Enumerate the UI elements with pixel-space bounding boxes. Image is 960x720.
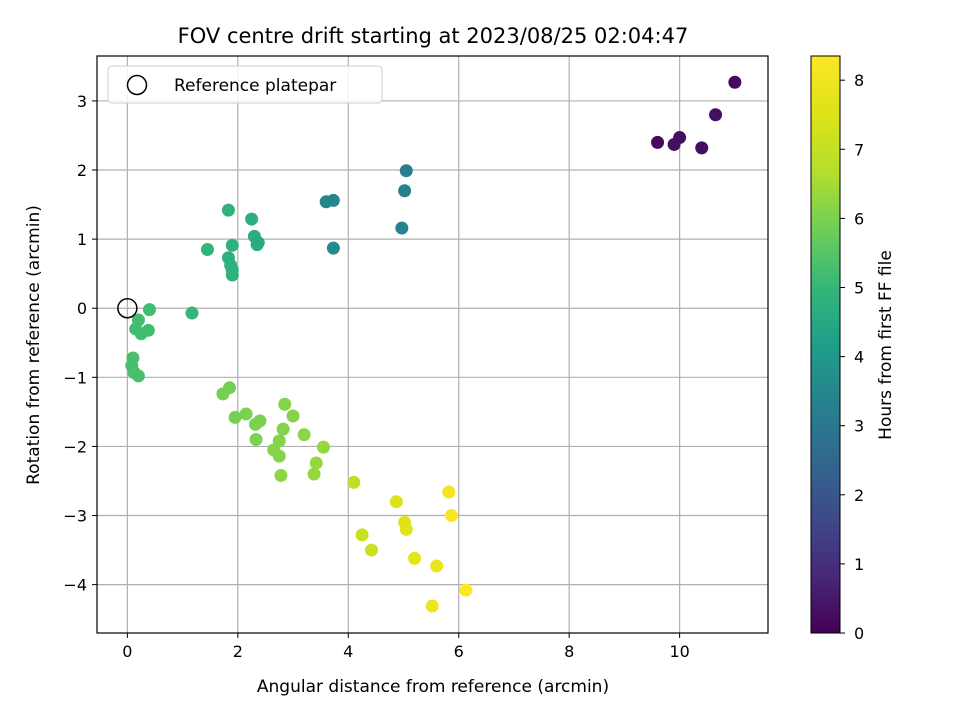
y-axis-label: Rotation from reference (arcmin) [24,205,44,485]
data-point [278,397,292,411]
y-tick-label: 3 [77,92,87,111]
data-point [445,509,459,523]
data-point [286,409,300,423]
data-point [408,551,422,565]
data-point [253,414,267,428]
colorbar-label: Hours from first FF file [876,250,896,440]
grid-lines [97,56,768,633]
data-point [347,475,361,489]
data-point [395,221,409,235]
chart-title: FOV centre drift starting at 2023/08/25 … [178,24,689,48]
colorbar-tick-label: 7 [854,140,864,159]
axis-ticks: 0 2 4 6 8 10 −4 −3 −2 −1 0 1 2 3 [63,92,689,661]
x-tick-label: 10 [669,642,689,661]
data-point [249,433,263,447]
colorbar-tick-label: 6 [854,209,864,228]
data-point [221,203,235,217]
data-point [131,369,145,383]
data-point [326,193,340,207]
data-point [225,238,239,252]
colorbar: 0 1 2 3 4 5 6 7 8 Hours from first FF file [810,55,896,643]
x-tick-label: 0 [122,642,132,661]
data-point [274,468,288,482]
data-point [389,495,403,509]
y-tick-label: −1 [63,368,87,387]
data-point [225,263,239,277]
data-point [364,543,378,557]
x-tick-label: 6 [454,642,464,661]
colorbar-ticks: 0 1 2 3 4 5 6 7 8 [840,71,864,643]
colorbar-tick-label: 0 [854,624,864,643]
data-point [307,467,321,481]
reference-platepar-marker [117,297,138,319]
legend: Reference platepar [107,65,383,104]
data-point [245,212,259,226]
colorbar-tick-label: 4 [854,348,864,367]
legend-label-reference: Reference platepar [174,76,336,96]
data-point [651,135,665,149]
legend-marker-reference [126,74,148,96]
data-point [276,422,290,436]
colorbar-tick-label: 8 [854,71,864,90]
data-point [251,236,265,250]
data-point [134,327,148,341]
data-point [228,410,242,424]
colorbar-tick-label: 2 [854,486,864,505]
data-point [239,407,253,421]
colorbar-tick-label: 5 [854,278,864,297]
data-point [272,449,286,463]
plot-frame [96,55,769,634]
data-point [399,164,413,178]
colorbar-gradient [810,55,841,634]
data-point [297,428,311,442]
x-axis-label: Angular distance from reference (arcmin) [257,677,609,697]
legend-box [107,65,383,104]
data-point [399,522,413,536]
data-point [355,528,369,542]
x-tick-label: 2 [233,642,243,661]
x-tick-label: 8 [564,642,574,661]
data-point [709,108,723,122]
data-point [326,241,340,255]
data-point [442,485,456,499]
data-point [459,583,473,597]
data-point [695,141,709,155]
y-tick-label: −3 [63,507,87,526]
data-point [430,559,444,573]
colorbar-tick-label: 1 [854,555,864,574]
data-point [216,387,230,401]
data-point [185,306,199,320]
y-tick-label: 2 [77,161,87,180]
data-point [309,456,323,470]
data-point [316,440,330,454]
y-tick-label: −2 [63,437,87,456]
data-points [117,75,742,613]
data-point [200,242,214,256]
data-point [142,303,156,317]
y-tick-label: 1 [77,230,87,249]
x-tick-label: 4 [343,642,353,661]
data-point [398,184,412,198]
colorbar-tick-label: 3 [854,417,864,436]
data-point [673,131,687,145]
y-tick-label: 0 [77,299,87,318]
data-point [425,599,439,613]
data-point [728,75,742,89]
y-tick-label: −4 [63,576,87,595]
